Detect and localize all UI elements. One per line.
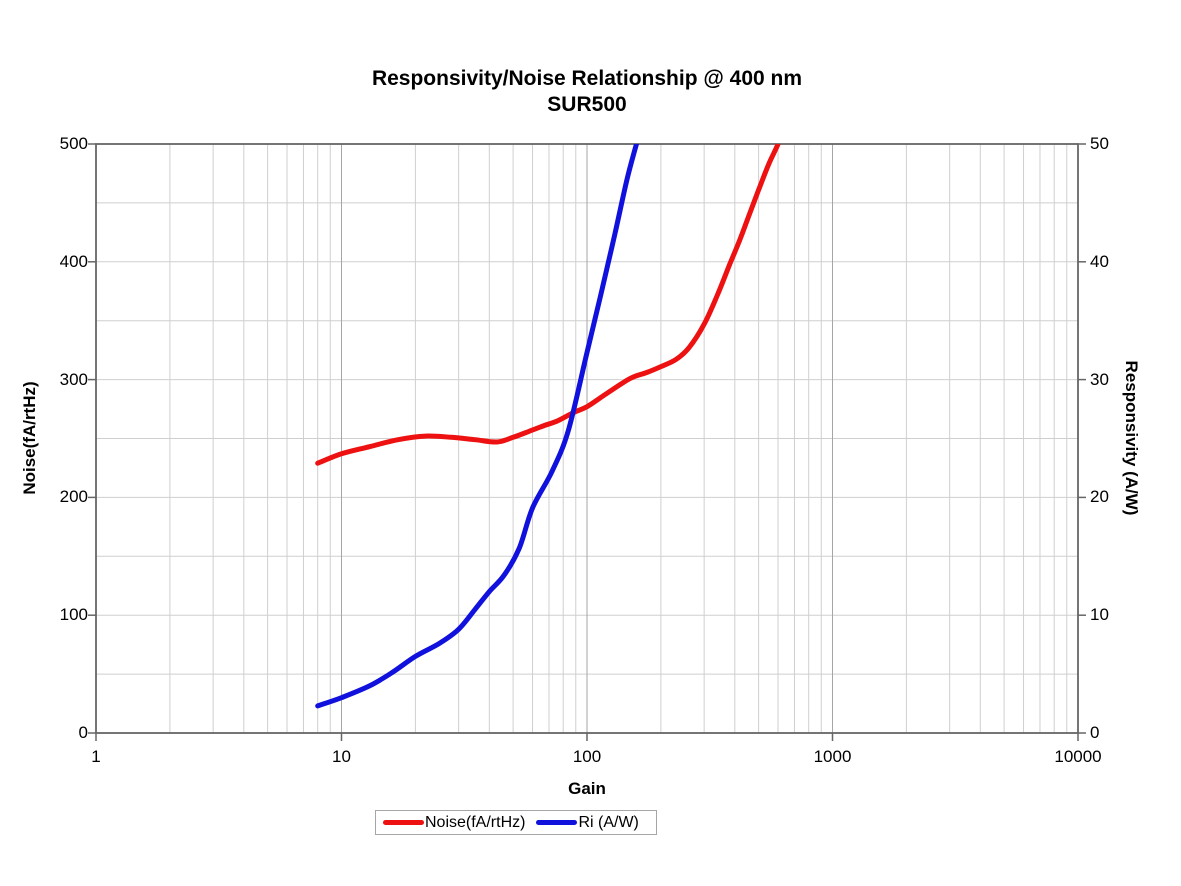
chart-title-line1: Responsivity/Noise Relationship @ 400 nm [371, 67, 803, 90]
x-axis-title: Gain [568, 779, 606, 798]
chart-title-line2: SUR500 [547, 93, 627, 116]
left-axis-tick-100: 100 [59, 605, 88, 625]
legend-box: Noise(fA/rtHz) Ri (A/W) [375, 810, 657, 835]
right-axis-tick-20: 20 [1090, 487, 1109, 507]
x-axis-tick-10: 10 [332, 747, 351, 766]
left-axis-tick-0: 0 [78, 723, 88, 742]
right-axis-title: Responsivity (A/W) [1122, 360, 1141, 516]
left-axis-tick-300: 300 [59, 369, 88, 389]
right-axis-tick-0: 0 [1090, 723, 1100, 742]
noise-curve [315, 144, 781, 466]
noise-legend-line-icon [383, 820, 424, 825]
right-axis-tick-50: 50 [1090, 134, 1109, 153]
ri-curve [315, 144, 640, 709]
x-axis-tick-10000: 10000 [1054, 747, 1102, 766]
legend-label: Noise(fA/rtHz) [425, 813, 526, 831]
x-axis-tick-100: 100 [572, 747, 602, 766]
right-axis-tick-30: 30 [1090, 369, 1109, 389]
gridlines [96, 144, 1078, 733]
left-axis-tick-500: 500 [59, 134, 88, 153]
x-axis-tick-1000: 1000 [813, 747, 852, 766]
left-axis-tick-200: 200 [59, 487, 88, 507]
right-axis-tick-10: 10 [1090, 605, 1109, 625]
x-axis-tick-1: 1 [91, 747, 101, 766]
ri-legend-line-icon [536, 820, 578, 825]
left-axis-title: Noise(fA/rtHz) [20, 381, 39, 495]
plot-frame [88, 143, 1086, 741]
left-axis-tick-400: 400 [59, 251, 88, 271]
right-axis-tick-40: 40 [1090, 251, 1109, 271]
chart-title: Responsivity/Noise Relationship @ 400 nm… [96, 66, 1078, 118]
legend-item-ri: Ri (A/W) [536, 813, 639, 832]
legend-item-noise: Noise(fA/rtHz) [383, 814, 525, 832]
legend-label: Ri (A/W) [578, 813, 639, 831]
